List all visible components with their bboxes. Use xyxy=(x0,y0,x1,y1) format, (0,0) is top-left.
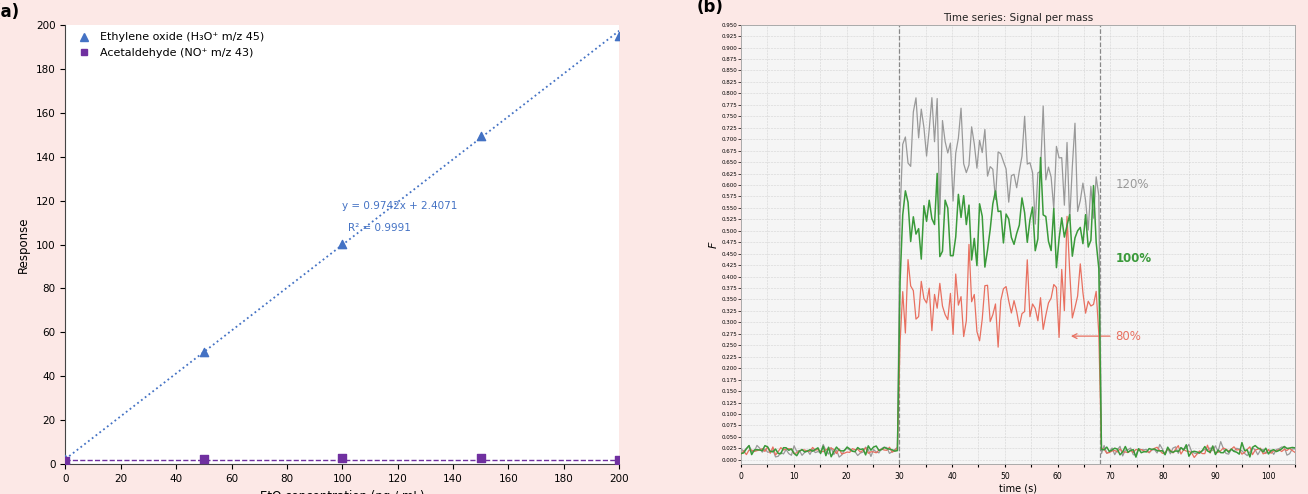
Y-axis label: Response: Response xyxy=(17,216,30,273)
Point xyxy=(332,454,353,462)
Title: Time series: Signal per mass: Time series: Signal per mass xyxy=(943,12,1093,23)
Point xyxy=(608,32,629,40)
Point xyxy=(55,455,76,463)
Text: 120%: 120% xyxy=(1116,178,1150,192)
Text: R² = 0.9991: R² = 0.9991 xyxy=(348,223,411,233)
Point xyxy=(194,455,215,463)
Point xyxy=(471,132,492,140)
Text: y = 0.9742x + 2.4071: y = 0.9742x + 2.4071 xyxy=(343,202,458,211)
Point xyxy=(471,454,492,462)
Text: (a): (a) xyxy=(0,3,20,21)
Point xyxy=(608,455,629,463)
Point xyxy=(194,348,215,356)
Point xyxy=(332,240,353,248)
X-axis label: EtO concentration (ng / mL): EtO concentration (ng / mL) xyxy=(260,490,425,494)
Y-axis label: F: F xyxy=(709,242,718,247)
Text: (b): (b) xyxy=(697,0,723,16)
Text: 80%: 80% xyxy=(1073,329,1142,343)
Legend: Ethylene oxide (H₃O⁺ m/z 45), Acetaldehyde (NO⁺ m/z 43): Ethylene oxide (H₃O⁺ m/z 45), Acetaldehy… xyxy=(71,30,267,60)
Point xyxy=(55,457,76,465)
Text: 100%: 100% xyxy=(1116,252,1152,265)
X-axis label: time (s): time (s) xyxy=(999,484,1037,494)
